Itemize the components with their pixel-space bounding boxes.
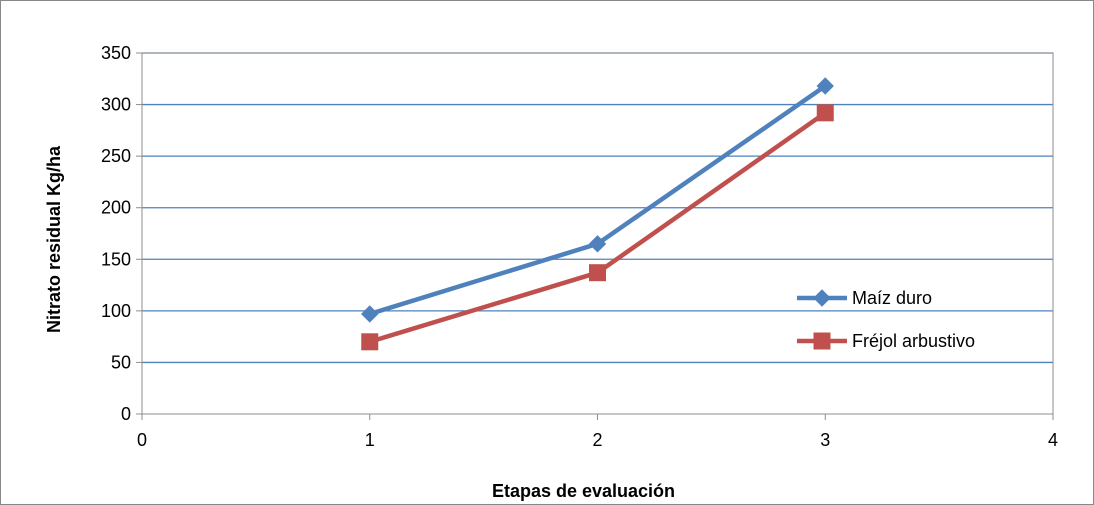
y-tick-label: 150: [101, 249, 131, 269]
legend-label: Fréjol arbustivo: [852, 331, 975, 351]
legend-item: Maíz duro: [797, 288, 932, 308]
legend-label: Maíz duro: [852, 288, 932, 308]
data-point: [361, 305, 379, 323]
series-1: [361, 104, 834, 351]
y-tick-label: 300: [101, 95, 131, 115]
y-tick-label: 100: [101, 301, 131, 321]
y-axis-ticks: 0 50 100 150 200 250 300 350: [101, 43, 142, 424]
x-axis-ticks: 0 1 2 3 4: [137, 414, 1058, 450]
data-point: [816, 104, 834, 122]
series-lines: [361, 77, 834, 351]
data-point: [361, 333, 379, 351]
x-axis-title: Etapas de evaluación: [492, 481, 675, 501]
legend-item: Fréjol arbustivo: [797, 331, 975, 351]
y-tick-label: 350: [101, 43, 131, 63]
y-tick-label: 0: [121, 404, 131, 424]
y-tick-label: 50: [111, 352, 131, 372]
legend-marker: [813, 289, 831, 307]
x-tick-label: 0: [137, 430, 147, 450]
x-tick-label: 4: [1048, 430, 1058, 450]
x-tick-label: 3: [820, 430, 830, 450]
data-point: [816, 77, 834, 95]
x-tick-label: 1: [365, 430, 375, 450]
y-tick-label: 200: [101, 198, 131, 218]
y-axis-title: Nitrato residual Kg/ha: [44, 145, 64, 333]
x-tick-label: 2: [592, 430, 602, 450]
legend-marker: [813, 332, 831, 350]
data-point: [589, 264, 606, 282]
series-0: [361, 77, 834, 323]
data-point: [588, 235, 607, 253]
legend: Maíz duro Fréjol arbustivo: [797, 288, 975, 351]
y-tick-label: 250: [101, 146, 131, 166]
